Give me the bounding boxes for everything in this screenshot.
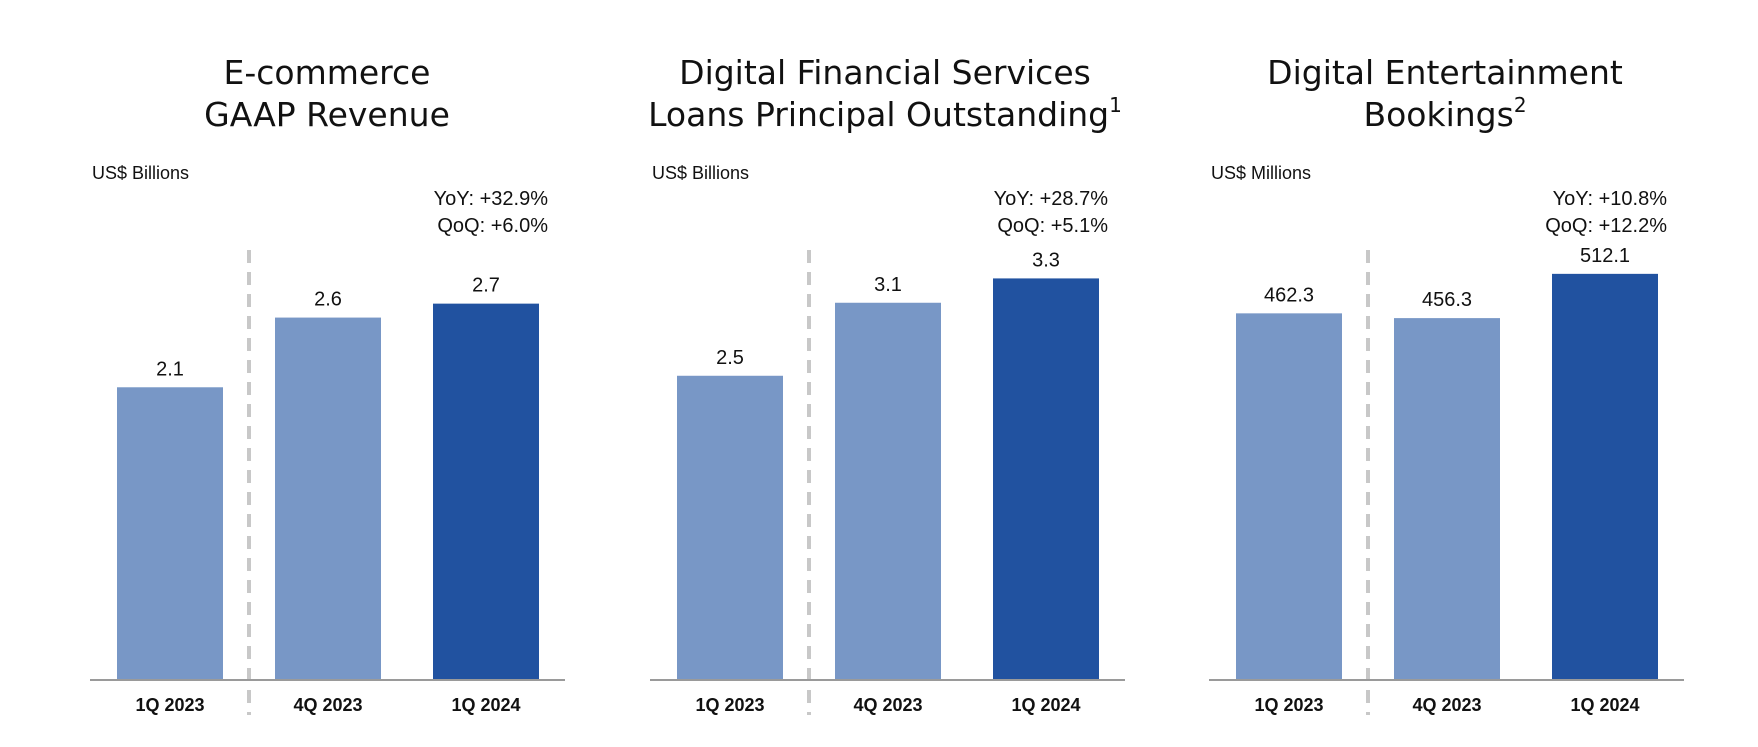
chart-title-line-2: GAAP Revenue [204, 95, 450, 134]
category-label: 1Q 2024 [1011, 695, 1080, 715]
value-label: 3.3 [1032, 249, 1060, 271]
value-label: 2.6 [314, 289, 342, 311]
chart-title-line-1: Digital Entertainment [1267, 53, 1623, 92]
qoq-growth-label: QoQ: +12.2% [1545, 215, 1667, 237]
category-label: 1Q 2023 [1254, 695, 1323, 715]
category-label: 4Q 2023 [853, 695, 922, 715]
category-label: 1Q 2023 [695, 695, 764, 715]
qoq-growth-label: QoQ: +6.0% [437, 215, 548, 237]
value-label: 2.7 [472, 275, 500, 297]
category-label: 4Q 2023 [293, 695, 362, 715]
chart-title-line-2: Bookings2 [1363, 93, 1526, 134]
bar-1q-2023 [1236, 313, 1342, 680]
category-label: 1Q 2024 [451, 695, 520, 715]
bar-4q-2023 [275, 317, 381, 680]
value-label: 2.1 [156, 358, 184, 380]
category-label: 4Q 2023 [1412, 695, 1481, 715]
yoy-growth-label: YoY: +28.7% [994, 188, 1109, 210]
bar-1q-2024 [433, 303, 539, 680]
bar-1q-2024 [1552, 273, 1658, 680]
value-label: 462.3 [1264, 284, 1314, 306]
value-label: 3.1 [874, 274, 902, 296]
category-label: 1Q 2023 [135, 695, 204, 715]
qoq-growth-label: QoQ: +5.1% [997, 215, 1108, 237]
yoy-growth-label: YoY: +32.9% [434, 188, 549, 210]
unit-label: US$ Billions [652, 163, 749, 183]
category-label: 1Q 2024 [1570, 695, 1639, 715]
value-label: 2.5 [716, 347, 744, 369]
value-label: 456.3 [1422, 289, 1472, 311]
chart-title-line-1: Digital Financial Services [679, 53, 1091, 92]
bar-4q-2023 [1394, 318, 1500, 680]
yoy-growth-label: YoY: +10.8% [1553, 188, 1668, 210]
footnote-marker: 2 [1514, 93, 1527, 117]
bar-4q-2023 [835, 302, 941, 680]
unit-label: US$ Billions [92, 163, 189, 183]
chart-title-line-2: Loans Principal Outstanding1 [648, 93, 1122, 134]
footnote-marker: 1 [1109, 93, 1122, 117]
unit-label: US$ Millions [1211, 163, 1311, 183]
chart-title-line-1: E-commerce [224, 53, 431, 92]
bar-1q-2023 [117, 387, 223, 680]
bar-1q-2023 [677, 375, 783, 680]
value-label: 512.1 [1580, 245, 1630, 267]
bar-1q-2024 [993, 278, 1099, 680]
